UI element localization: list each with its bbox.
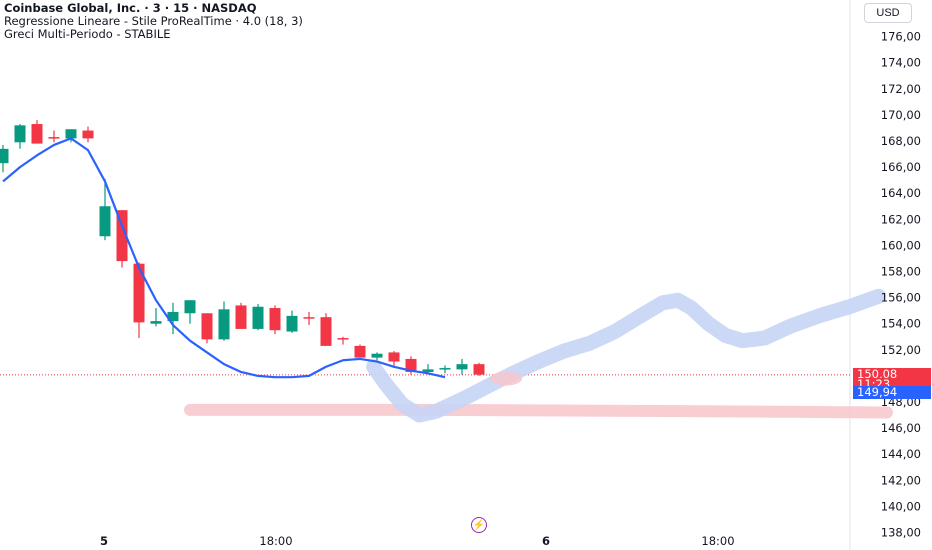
candle	[269, 305, 281, 335]
candle-body	[65, 129, 77, 139]
y-tick-label: 168,00	[881, 134, 921, 148]
candle	[354, 344, 366, 358]
x-tick-label: 18:00	[701, 534, 734, 548]
y-tick-label: 160,00	[881, 238, 921, 252]
candles	[0, 120, 485, 376]
indicator-regression-label[interactable]: Regressione Lineare - Stile ProRealTime …	[4, 14, 303, 28]
candle-body	[0, 148, 9, 164]
drawn-red-blob	[490, 371, 523, 386]
y-tick-label: 154,00	[881, 317, 921, 331]
candle-body	[405, 358, 417, 372]
x-tick-label: 6	[542, 534, 550, 548]
candle	[48, 130, 60, 143]
y-tick-label: 162,00	[881, 212, 921, 226]
y-tick-label: 176,00	[881, 30, 921, 44]
candle-body	[456, 364, 468, 370]
candle-body	[303, 317, 315, 319]
candle	[371, 352, 383, 361]
candle	[150, 308, 162, 327]
x-tick-label: 18:00	[259, 534, 292, 548]
candle	[286, 310, 298, 333]
candle	[65, 129, 77, 143]
candle	[235, 302, 247, 329]
y-tick-label: 140,00	[881, 499, 921, 513]
candle-body	[337, 338, 349, 340]
regression-line	[2, 137, 446, 379]
candle-body	[354, 345, 366, 358]
candle	[218, 301, 230, 341]
indicator-greeks-label[interactable]: Greci Multi-Periodo - STABILE	[4, 27, 171, 41]
y-tick-label: 152,00	[881, 343, 921, 357]
candle	[31, 120, 43, 144]
candle-body	[320, 317, 332, 346]
y-axis: 176,00 174,00 172,00 170,00 168,00 166,00 164,…	[881, 30, 921, 540]
last-price-tag: 150,08	[853, 368, 931, 381]
candle-body	[252, 306, 264, 329]
candle	[133, 262, 145, 339]
candle-body	[150, 321, 162, 324]
candle	[337, 336, 349, 345]
candle	[99, 178, 111, 241]
y-tick-label: 164,00	[881, 186, 921, 200]
chart-legend: Coinbase Global, Inc. · 3 · 15 · NASDAQ …	[4, 2, 303, 41]
y-tick-label: 142,00	[881, 473, 921, 487]
candle-body	[31, 124, 43, 144]
candle	[0, 144, 9, 173]
regression-price-tag: 149,94	[853, 386, 931, 399]
drawings	[184, 288, 893, 423]
currency-button[interactable]: USD	[864, 3, 912, 23]
y-tick-label: 172,00	[881, 82, 921, 96]
y-tick-label: 144,00	[881, 447, 921, 461]
candle	[320, 313, 332, 346]
y-tick-label: 174,00	[881, 56, 921, 70]
y-tick-label: 138,00	[881, 526, 921, 540]
symbol-title[interactable]: Coinbase Global, Inc. · 3 · 15 · NASDAQ	[4, 1, 257, 15]
y-tick-label: 170,00	[881, 108, 921, 122]
candle	[473, 362, 485, 376]
candle	[303, 311, 315, 326]
candle-body	[235, 305, 247, 329]
candle	[116, 210, 128, 268]
candle	[439, 365, 451, 374]
candle	[456, 358, 468, 375]
candle	[82, 126, 94, 143]
grid	[0, 0, 851, 550]
candle-body	[371, 353, 383, 358]
candle	[201, 313, 213, 344]
candle-body	[14, 125, 26, 143]
x-axis: 5 18:00 6 18:00	[100, 534, 735, 548]
candle-body	[473, 364, 485, 375]
flash-icon[interactable]: ⚡	[471, 517, 487, 533]
candle-body	[218, 309, 230, 340]
y-tick-label: 158,00	[881, 265, 921, 279]
candle-body	[184, 300, 196, 314]
candle-body	[269, 308, 281, 331]
y-tick-label: 166,00	[881, 160, 921, 174]
candle-body	[388, 352, 400, 362]
y-tick-label: 146,00	[881, 421, 921, 435]
regression-line-layer	[2, 137, 446, 379]
candle-body	[286, 315, 298, 332]
candle-body	[99, 206, 111, 237]
candle	[14, 124, 26, 149]
x-tick-label: 5	[100, 534, 108, 548]
candle-body	[422, 369, 434, 372]
candle	[184, 300, 196, 324]
candle-body	[201, 313, 213, 340]
candle-body	[116, 210, 128, 262]
y-tick-label: 156,00	[881, 291, 921, 305]
candle	[252, 304, 264, 331]
drawn-blue-stroke	[366, 288, 886, 423]
candle	[388, 351, 400, 369]
candle-body	[133, 263, 145, 323]
candle-body	[48, 137, 60, 139]
candle-body	[82, 130, 94, 139]
candle-body	[439, 368, 451, 370]
candle-body	[167, 311, 179, 322]
candle	[167, 302, 179, 335]
drawn-red-stroke	[184, 403, 893, 419]
